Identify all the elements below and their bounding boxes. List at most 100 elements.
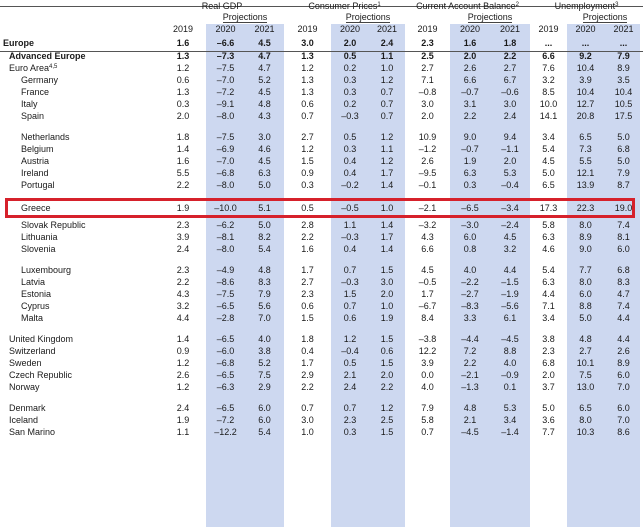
table-row: Ireland 5.5 –6.8 6.3 0.9 0.4 1.7 –9.5 6.3 5.3 5.0 1… [0, 167, 643, 179]
year-header: 2019 [417, 24, 438, 34]
table-cell: 7.0 [617, 415, 630, 425]
year-header: 2021 [377, 24, 398, 34]
table-cell: 10.1 [576, 358, 595, 368]
table-cell: 4.6 [542, 244, 555, 254]
year-header: 2020 [575, 24, 596, 34]
table-cell: 1.2 [301, 144, 314, 154]
table-cell: –3.8 [418, 334, 437, 344]
projections-label: Projections [222, 12, 268, 23]
spacer-row [0, 324, 643, 333]
table-cell: 7.0 [258, 313, 271, 323]
table-cell: 5.0 [542, 168, 555, 178]
table-cell: 4.8 [463, 403, 477, 413]
table-cell: 0.3 [463, 180, 477, 190]
table-cell: 0.7 [380, 87, 394, 97]
table-cell: –0.3 [341, 232, 359, 242]
table-cell: –6.9 [216, 144, 235, 154]
table-cell: 8.9 [617, 358, 630, 368]
table-cell: 8.4 [421, 313, 434, 323]
row-label: Luxembourg [21, 265, 72, 275]
table-cell: 7.9 [617, 51, 630, 61]
table-cell: 1.5 [343, 289, 357, 299]
table-cell: 0.6 [380, 346, 394, 356]
table-row: Spain 2.0 –8.0 4.3 0.7 –0.3 0.7 2.0 2.2 2.4 14.1 20… [0, 110, 643, 122]
table-cell: –12.2 [214, 427, 237, 437]
table-cell: 2.6 [617, 346, 630, 356]
table-cell: 1.8 [301, 334, 314, 344]
table-cell: 1.2 [380, 132, 394, 142]
table-cell: 1.2 [176, 63, 190, 73]
table-cell: 6.5 [542, 180, 555, 190]
table-cell: 8.3 [617, 277, 630, 287]
table-cell: 3.0 [301, 415, 314, 425]
table-cell: –7.2 [216, 87, 235, 97]
table-cell: 0.7 [343, 265, 357, 275]
table-cell: 2.5 [421, 51, 434, 61]
table-cell: 2.7 [579, 346, 592, 356]
table-cell: –1.3 [461, 382, 479, 392]
table-cell: 7.5 [258, 370, 271, 380]
row-label: Portugal [21, 180, 55, 190]
table-cell: 3.8 [542, 334, 555, 344]
table-cell: –5.6 [501, 301, 519, 311]
table-row: Austria 1.6 –7.0 4.5 1.5 0.4 1.2 2.6 1.9 2.0 4.5 5.… [0, 155, 643, 167]
table-cell: 10.0 [539, 99, 558, 109]
table-cell: ... [619, 37, 628, 48]
table-cell: 6.6 [463, 75, 477, 85]
table-cell: 8.3 [258, 277, 271, 287]
projections-label: Projections [582, 12, 628, 23]
projection-band-real-gdp [206, 24, 284, 527]
table-cell: 2.0 [542, 370, 555, 380]
table-cell: 2.3 [343, 415, 357, 425]
table-cell: 8.0 [579, 220, 592, 230]
table-cell: 2.0 [463, 51, 477, 61]
table-cell: 1.8 [176, 132, 190, 142]
table-cell: 12.2 [418, 346, 437, 356]
row-label: Denmark [9, 403, 46, 413]
table-cell: 9.4 [503, 132, 517, 142]
year-header: 2020 [215, 24, 236, 34]
table-cell: –0.9 [501, 370, 519, 380]
table-cell: 0.8 [463, 244, 477, 254]
table-cell: 5.2 [258, 75, 271, 85]
table-cell: 5.4 [542, 144, 555, 154]
table-cell: 20.8 [576, 111, 595, 121]
row-label: Advanced Europe [9, 51, 86, 61]
table-cell: 0.7 [301, 403, 314, 413]
table-cell: 6.0 [579, 289, 592, 299]
table-cell: 6.6 [421, 244, 434, 254]
header-current-account: Current Account Balance [416, 0, 516, 11]
table-cell: –8.6 [216, 277, 235, 287]
row-label: Cyprus [21, 301, 50, 311]
table-cell: 6.8 [617, 265, 630, 275]
table-cell: –7.3 [216, 51, 235, 61]
table-cell: –1.4 [501, 427, 519, 437]
table-cell: 1.4 [380, 220, 394, 230]
table-cell: 0.5 [301, 203, 314, 213]
table-cell: 4.8 [258, 265, 271, 275]
table-cell: 7.1 [542, 301, 555, 311]
table-cell: –6.5 [216, 301, 235, 311]
table-cell: 0.4 [301, 346, 314, 356]
table-cell: 0.6 [343, 313, 357, 323]
table-cell: –6.7 [418, 301, 437, 311]
table-row: Iceland 1.9 –7.2 6.0 3.0 2.3 2.5 5.8 2.1 3.4 3.6 8.… [0, 414, 643, 426]
table-row: San Marino 1.1 –12.2 5.4 1.0 0.3 1.5 0.7 –4.5 –1.… [0, 426, 643, 438]
table-cell: 2.2 [176, 180, 190, 190]
table-cell: 2.6 [463, 63, 477, 73]
table-cell: –0.1 [418, 180, 437, 190]
table-cell: –6.5 [216, 334, 235, 344]
table-cell: 1.9 [176, 203, 190, 213]
table-cell: –0.3 [341, 111, 359, 121]
table-row: Sweden 1.2 –6.8 5.2 1.7 0.5 1.5 3.9 2.2 4.0 6.8 10.… [0, 357, 643, 369]
table-cell: 5.0 [542, 403, 555, 413]
year-header: 2020 [340, 24, 361, 34]
table-cell: 4.5 [258, 156, 271, 166]
table-row: Latvia 2.2 –8.6 8.3 2.7 –0.3 3.0 –0.5 –2.2 –1.5 6.… [0, 276, 643, 288]
table-cell: 6.0 [258, 415, 271, 425]
table-cell: 2.2 [301, 232, 314, 242]
table-row: Euro Area4,5 1.2 –7.5 4.7 1.2 0.2 1.0 2.7 2.6 2.7… [0, 62, 643, 74]
table-cell: 2.0 [176, 111, 190, 121]
table-cell: 5.8 [542, 220, 555, 230]
table-cell: –8.0 [216, 111, 235, 121]
